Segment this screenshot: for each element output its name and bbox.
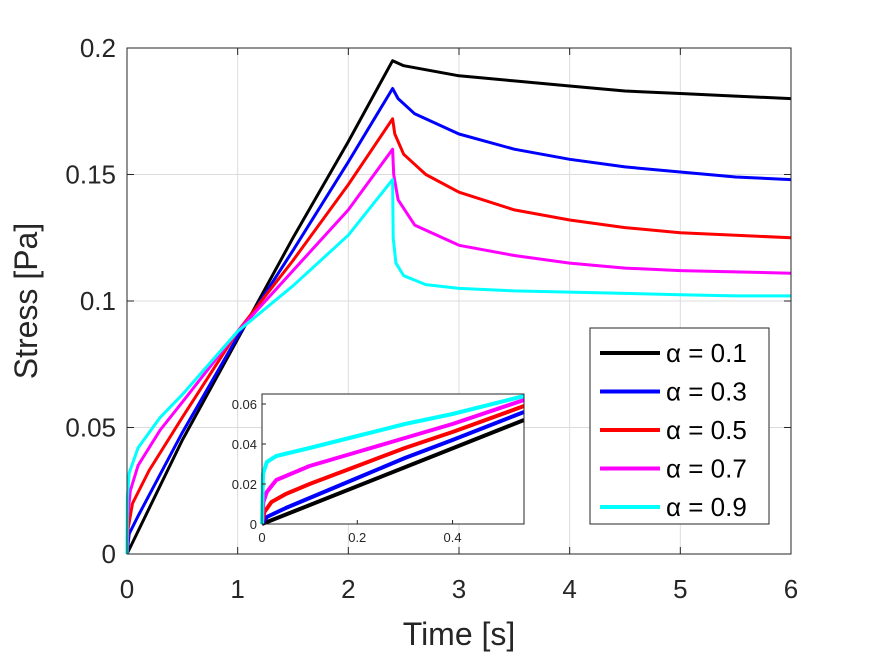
series-line-2 xyxy=(125,117,792,555)
inset-axes: 0 0.2 0.4 0 0.02 0.04 0.06 xyxy=(232,393,525,545)
x-tick-label-5: 5 xyxy=(673,574,687,604)
inset-series-line-2 xyxy=(260,404,525,525)
legend-label-2: α = 0.5 xyxy=(666,415,747,445)
inset-x-tick-label-0: 0 xyxy=(258,530,265,545)
main-axis-ticks: 0 1 2 3 4 5 6 0 0.05 0.1 0.15 0.2 xyxy=(65,33,798,604)
series-line-4 xyxy=(125,178,791,555)
legend-label-3: α = 0.7 xyxy=(666,454,747,484)
inset-series-group xyxy=(260,394,525,526)
y-tick-label-0: 0 xyxy=(102,539,116,569)
legend-label-1: α = 0.3 xyxy=(666,377,747,407)
main-series-group xyxy=(125,59,792,555)
x-tick-label-2: 2 xyxy=(341,574,355,604)
inset-axis-ticks: 0 0.2 0.4 0 0.02 0.04 0.06 xyxy=(232,397,462,545)
inset-x-tick-label-1: 0.2 xyxy=(348,530,366,545)
y-tick-label-3: 0.15 xyxy=(65,160,116,190)
inset-y-tick-label-0: 0 xyxy=(250,517,257,532)
inset-series-line-3 xyxy=(260,398,525,525)
legend-label-4: α = 0.9 xyxy=(666,492,747,522)
inset-plot-frame xyxy=(261,393,525,525)
y-axis-label: Stress [Pa] xyxy=(8,223,44,380)
x-axis-label: Time [s] xyxy=(403,616,516,652)
inset-series-line-0 xyxy=(261,418,525,526)
x-tick-label-1: 1 xyxy=(230,574,244,604)
inset-series-line-4 xyxy=(260,394,525,525)
inset-series-line-1 xyxy=(260,410,525,526)
y-tick-label-4: 0.2 xyxy=(80,33,116,63)
series-line-1 xyxy=(125,87,792,555)
x-tick-label-4: 4 xyxy=(562,574,576,604)
inset-x-tick-label-2: 0.4 xyxy=(444,530,462,545)
y-tick-label-2: 0.1 xyxy=(80,286,116,316)
legend: α = 0.1 α = 0.3 α = 0.5 α = 0.7 α = 0.9 xyxy=(589,327,770,525)
inset-y-tick-label-1: 0.02 xyxy=(232,477,257,492)
legend-box xyxy=(589,327,770,525)
inset-y-tick-label-3: 0.06 xyxy=(232,397,257,412)
x-tick-label-3: 3 xyxy=(452,574,466,604)
x-tick-label-0: 0 xyxy=(120,574,134,604)
legend-label-0: α = 0.1 xyxy=(666,338,747,368)
series-line-3 xyxy=(125,147,792,555)
y-tick-label-1: 0.05 xyxy=(65,413,116,443)
x-tick-label-6: 6 xyxy=(784,574,798,604)
inset-y-tick-label-2: 0.04 xyxy=(232,437,257,452)
